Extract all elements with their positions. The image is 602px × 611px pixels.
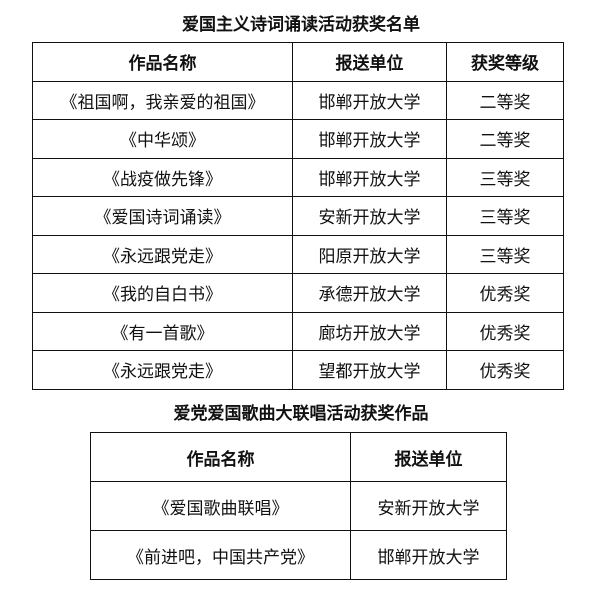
cell-work-name: 《爱国歌曲联唱》 (90, 481, 351, 531)
cell-award-level: 三等奖 (446, 196, 564, 236)
table-row: 《我的自白书》 承德开放大学 优秀奖 (32, 273, 564, 313)
table-row: 《永远跟党走》 望都开放大学 优秀奖 (32, 350, 564, 390)
cell-award-level: 二等奖 (446, 119, 564, 159)
table-row: 《前进吧，中国共产党》 邯郸开放大学 (90, 530, 507, 580)
cell-unit: 邯郸开放大学 (292, 80, 447, 120)
cell-work-name: 《爱国诗词诵读》 (32, 196, 293, 236)
table-row: 《祖国啊，我亲爱的祖国》 邯郸开放大学 二等奖 (32, 80, 564, 120)
header-unit: 报送单位 (292, 42, 447, 82)
poetry-award-table: 作品名称 报送单位 获奖等级 《祖国啊，我亲爱的祖国》 邯郸开放大学 二等奖 《中华颂… (32, 42, 564, 390)
table-row: 《爱国歌曲联唱》 安新开放大学 (90, 481, 507, 531)
cell-award-level: 优秀奖 (446, 350, 564, 390)
cell-work-name: 《永远跟党走》 (32, 350, 293, 390)
song-award-table: 作品名称 报送单位 《爱国歌曲联唱》 安新开放大学 《前进吧，中国共产党》 邯郸开放大… (90, 432, 507, 580)
cell-unit: 承德开放大学 (292, 273, 447, 313)
cell-unit: 阳原开放大学 (292, 234, 447, 274)
cell-unit: 邯郸开放大学 (292, 157, 447, 197)
cell-unit: 安新开放大学 (350, 481, 507, 531)
cell-unit: 安新开放大学 (292, 196, 447, 236)
cell-unit: 望都开放大学 (292, 350, 447, 390)
cell-unit: 邯郸开放大学 (350, 530, 507, 580)
table-header-row: 作品名称 报送单位 (90, 432, 507, 482)
table-row: 《爱国诗词诵读》 安新开放大学 三等奖 (32, 196, 564, 236)
cell-award-level: 二等奖 (446, 80, 564, 120)
table-row: 《永远跟党走》 阳原开放大学 三等奖 (32, 234, 564, 274)
cell-award-level: 三等奖 (446, 234, 564, 274)
cell-award-level: 优秀奖 (446, 311, 564, 351)
header-unit: 报送单位 (350, 432, 507, 482)
cell-unit: 邯郸开放大学 (292, 119, 447, 159)
cell-work-name: 《有一首歌》 (32, 311, 293, 351)
header-work-name: 作品名称 (32, 42, 293, 82)
header-work-name: 作品名称 (90, 432, 351, 482)
cell-award-level: 三等奖 (446, 157, 564, 197)
header-award-level: 获奖等级 (446, 42, 564, 82)
cell-work-name: 《祖国啊，我亲爱的祖国》 (32, 80, 293, 120)
cell-award-level: 优秀奖 (446, 273, 564, 313)
cell-work-name: 《战疫做先锋》 (32, 157, 293, 197)
table-row: 《战疫做先锋》 邯郸开放大学 三等奖 (32, 157, 564, 197)
cell-work-name: 《前进吧，中国共产党》 (90, 530, 351, 580)
table1-title: 爱国主义诗词诵读活动获奖名单 (182, 15, 420, 35)
table-row: 《中华颂》 邯郸开放大学 二等奖 (32, 119, 564, 159)
cell-work-name: 《永远跟党走》 (32, 234, 293, 274)
table-row: 《有一首歌》 廊坊开放大学 优秀奖 (32, 311, 564, 351)
cell-work-name: 《我的自白书》 (32, 273, 293, 313)
table2-title: 爱党爱国歌曲大联唱活动获奖作品 (173, 404, 429, 424)
table-header-row: 作品名称 报送单位 获奖等级 (32, 42, 564, 82)
cell-unit: 廊坊开放大学 (292, 311, 447, 351)
cell-work-name: 《中华颂》 (32, 119, 293, 159)
